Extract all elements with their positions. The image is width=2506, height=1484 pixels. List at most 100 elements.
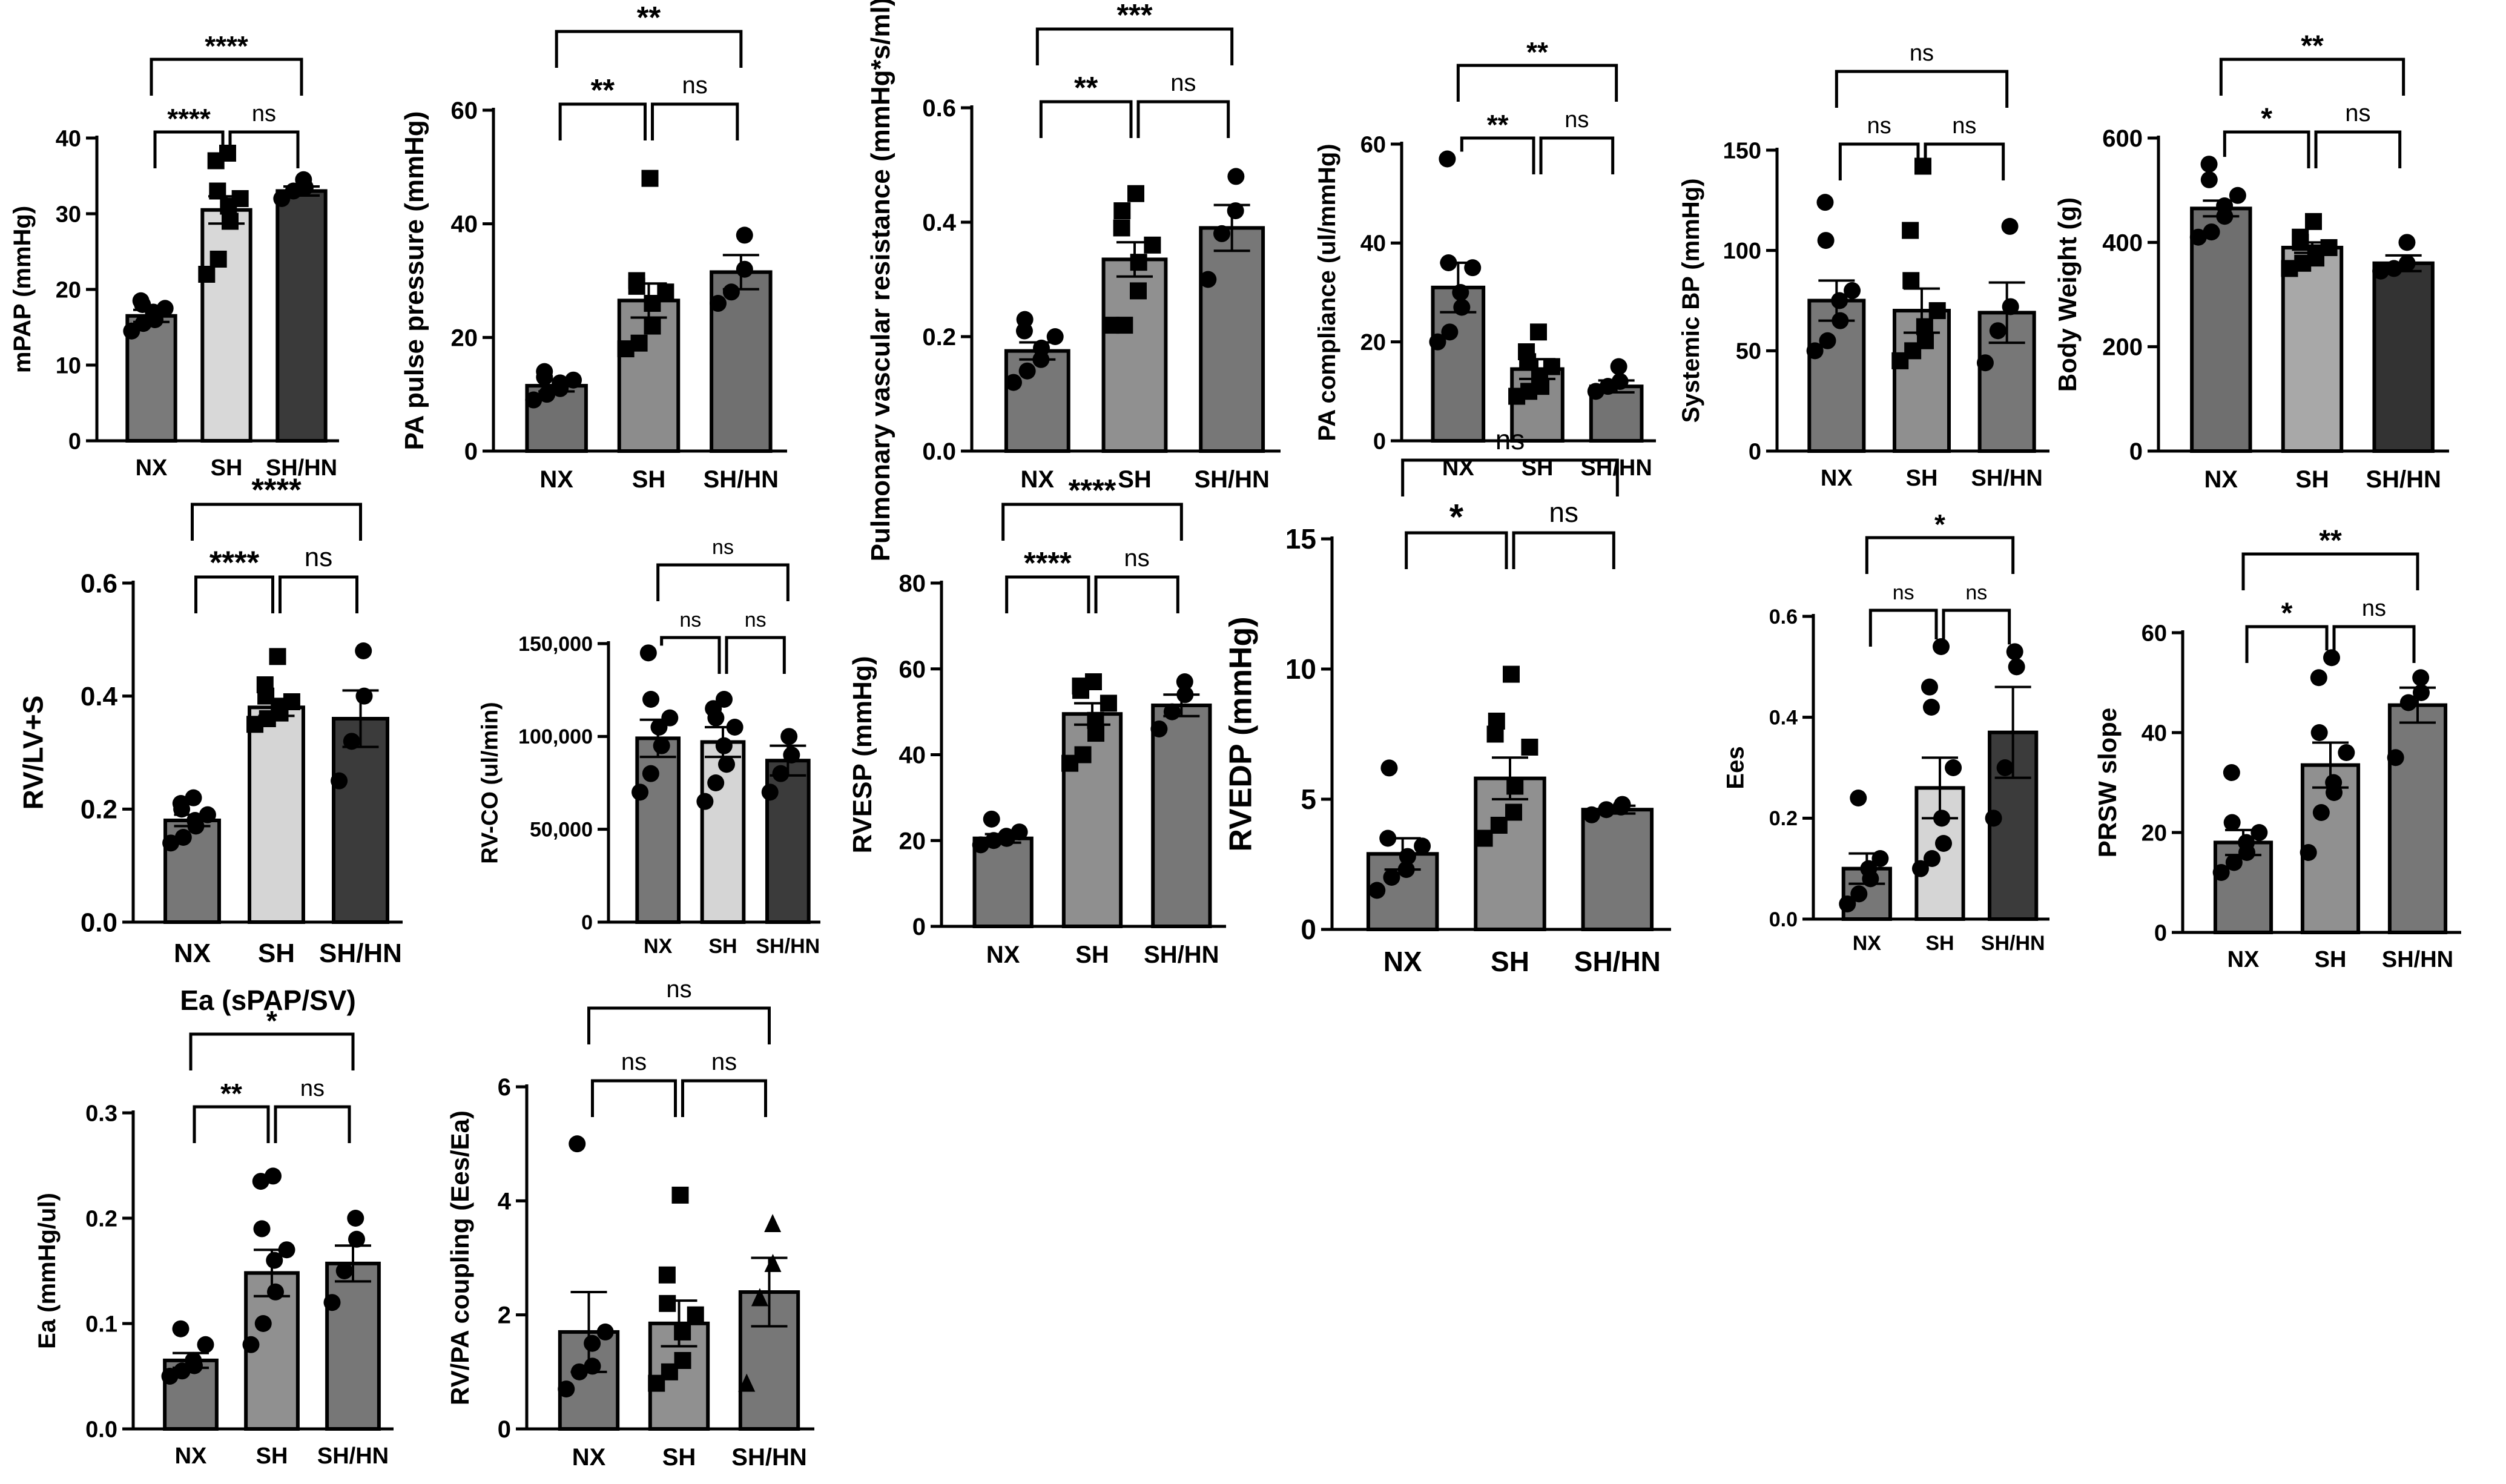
data-point <box>199 806 216 823</box>
x-tick-label: NX <box>1853 932 1882 955</box>
data-point <box>2323 649 2340 667</box>
data-point <box>642 765 659 782</box>
y-tick-label: 0.0 <box>85 1417 117 1442</box>
data-point <box>1819 332 1836 349</box>
data-point <box>2413 684 2430 701</box>
significance-label: ** <box>2319 524 2342 557</box>
y-tick-label: 0.0 <box>922 438 956 465</box>
y-tick-label: 10 <box>56 353 81 378</box>
x-tick-label: SH/HN <box>1971 466 2043 491</box>
data-point <box>253 1220 271 1238</box>
bar-rvesp-0 <box>972 836 1034 929</box>
y-tick-label: 10 <box>1285 653 1316 685</box>
data-point <box>1839 895 1856 912</box>
data-point <box>1127 185 1144 202</box>
data-point <box>1113 219 1130 237</box>
data-point <box>736 226 753 244</box>
chart-ees: 0.0 0.2 0.4 0.6 Ees NX SH SH/HN ns ns * <box>1722 509 2049 955</box>
y-tick-label: 100 <box>1723 239 1761 264</box>
x-tick-label: NX <box>174 938 211 968</box>
significance-label: * <box>266 1005 277 1037</box>
significance-bracket <box>1865 536 2015 574</box>
data-point <box>2002 298 2019 315</box>
data-point <box>174 829 192 846</box>
data-point <box>1816 194 1834 211</box>
data-point <box>1116 317 1133 334</box>
data-point <box>1429 333 1446 351</box>
data-point <box>1199 271 1217 288</box>
data-point <box>2310 724 2328 741</box>
x-tick-label: NX <box>644 935 673 958</box>
data-point <box>1844 282 1861 299</box>
data-point <box>565 371 582 389</box>
x-tick-label: SH/HN <box>1574 946 1661 977</box>
y-axis-label: RV-CO (ul/min) <box>477 702 503 863</box>
y-tick-label: 0 <box>2154 920 2167 946</box>
significance-bracket <box>2314 130 2402 168</box>
y-tick-label: 6 <box>498 1074 511 1101</box>
data-point <box>1176 686 1194 704</box>
y-tick-label: 40 <box>1360 231 1386 257</box>
significance-bracket <box>1460 136 1535 174</box>
significance-bracket <box>1401 458 1619 496</box>
data-point <box>1087 711 1104 729</box>
data-point <box>1074 746 1092 763</box>
data-point <box>1521 739 1538 756</box>
y-tick-label: 20 <box>899 828 926 854</box>
y-tick-label: 60 <box>451 97 478 124</box>
data-point <box>283 693 300 710</box>
significance-label: ns <box>712 536 734 559</box>
data-point <box>1004 374 1022 391</box>
data-point <box>558 1380 575 1398</box>
data-point <box>1996 759 2014 776</box>
data-point <box>2203 223 2220 241</box>
data-point <box>1611 373 1629 390</box>
data-point <box>132 292 150 309</box>
x-tick-label: NX <box>2204 466 2238 493</box>
significance-label: ** <box>591 73 615 107</box>
data-point <box>2238 834 2255 851</box>
data-point <box>783 747 800 763</box>
significance-label: ns <box>679 608 701 632</box>
data-point <box>1130 254 1147 271</box>
y-axis-label: RVESP (mmHg) <box>848 656 877 853</box>
data-point <box>1806 342 1824 360</box>
data-point <box>653 737 670 754</box>
significance-label: *** <box>1116 0 1152 32</box>
data-point <box>726 719 744 736</box>
significance-label: **** <box>167 103 211 134</box>
data-point <box>2300 844 2317 861</box>
x-tick-label: SH/HN <box>2366 466 2441 493</box>
data-point <box>2338 744 2355 761</box>
y-tick-label: 0.4 <box>81 682 118 711</box>
significance-label: ** <box>1526 36 1548 68</box>
y-tick-label: 0 <box>498 1416 511 1443</box>
data-point <box>2412 669 2430 687</box>
x-tick-label: SH/HN <box>2382 947 2453 972</box>
data-point <box>983 810 1000 828</box>
y-axis-label: RV/PA coupling (Ees/Ea) <box>446 1110 474 1405</box>
data-point <box>242 1336 260 1353</box>
data-point <box>222 213 239 230</box>
data-point <box>156 300 174 317</box>
data-point <box>1916 318 1933 335</box>
significance-label: * <box>1449 496 1464 537</box>
significance-label: ns <box>300 1076 325 1101</box>
bar-body_weight-1 <box>2281 245 2344 453</box>
data-point <box>631 783 649 801</box>
significance-bracket <box>150 58 303 96</box>
data-point <box>658 1266 676 1284</box>
data-point <box>2200 171 2218 188</box>
significance-label: * <box>2261 102 2272 135</box>
data-point <box>761 783 779 801</box>
data-point <box>1850 790 1867 806</box>
y-axis-label: Ea (mmHg/ul) <box>34 1193 61 1349</box>
y-tick-label: 600 <box>2102 125 2143 152</box>
data-point <box>1379 829 1397 847</box>
data-point <box>355 687 373 705</box>
data-point <box>2006 643 2023 661</box>
data-point <box>1399 848 1416 865</box>
data-point <box>1871 850 1889 867</box>
significance-label: ns <box>1565 107 1589 133</box>
y-tick-label: 4 <box>498 1188 512 1215</box>
